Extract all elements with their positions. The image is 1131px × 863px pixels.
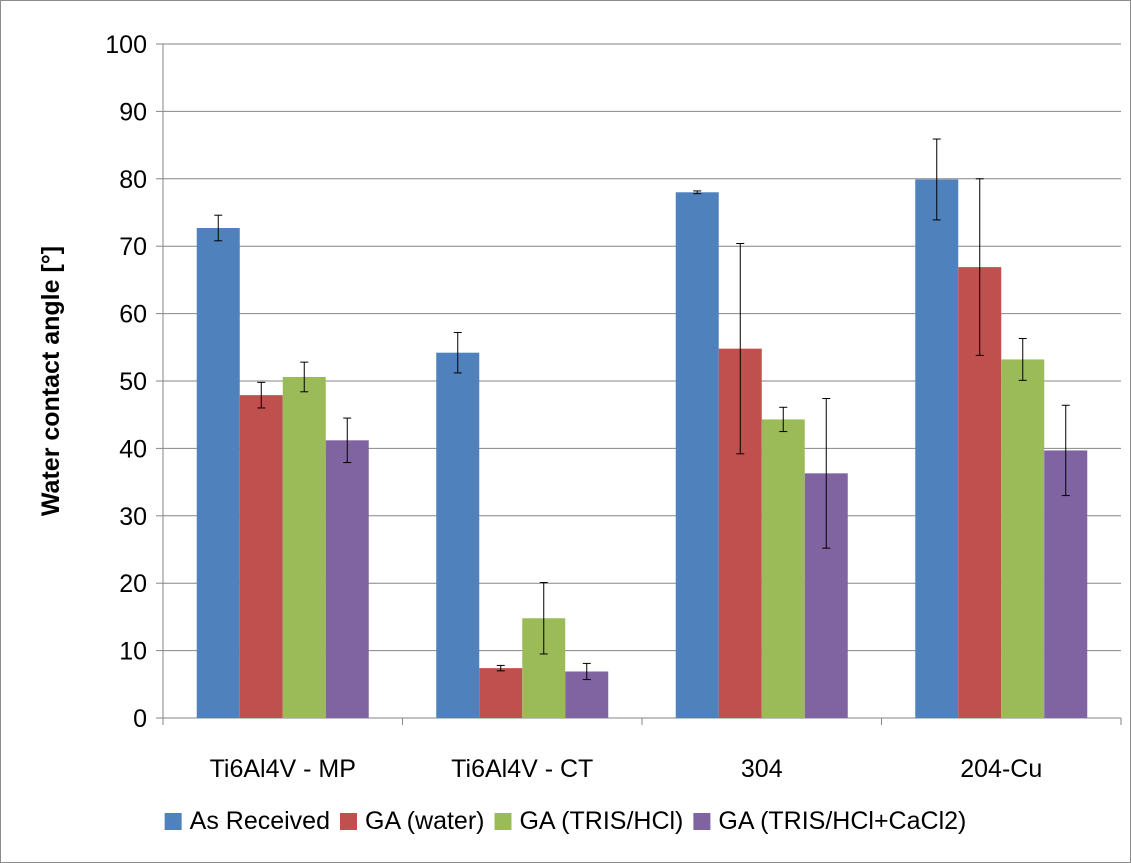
tick-labels: 0 10 20 30 40 50 60 70 80 90 100 Ti6Al4V - MP Ti6Al4…	[105, 31, 1042, 783]
y-axis-title: Water contact angle [°]	[37, 246, 65, 516]
y-tick-label: 80	[119, 166, 147, 194]
y-tick-label: 10	[119, 638, 147, 666]
y-tick-label: 30	[119, 503, 147, 531]
bars	[196, 179, 1088, 718]
y-tick-label: 20	[119, 570, 147, 598]
legend-swatch	[164, 813, 182, 830]
x-tick-label: 304	[741, 755, 783, 783]
legend-label: GA (TRIS/HCl+CaCl2)	[718, 807, 966, 835]
legend-item: GA (TRIS/HCl)	[494, 807, 683, 835]
y-tick-label: 70	[119, 233, 147, 261]
bar	[915, 179, 959, 718]
bar	[761, 419, 805, 718]
bar	[325, 440, 369, 718]
x-tick-label: Ti6Al4V - CT	[451, 755, 593, 783]
legend-swatch	[693, 813, 711, 830]
y-tick-label: 100	[105, 31, 147, 59]
bar	[479, 668, 523, 718]
legend-swatch	[340, 813, 357, 830]
bar	[196, 228, 240, 718]
legend-label: GA (TRIS/HCl)	[519, 807, 683, 835]
bar	[675, 192, 719, 718]
error-bars	[214, 138, 1070, 681]
y-tick-label: 60	[119, 301, 147, 329]
y-tick-label: 50	[119, 368, 147, 396]
bar	[436, 352, 480, 718]
y-tick-label: 40	[119, 435, 147, 463]
legend-swatch	[494, 813, 512, 830]
legend-label: As Received	[190, 807, 330, 835]
legend-item: GA (water)	[340, 807, 484, 835]
y-tick-label: 0	[133, 705, 147, 733]
bar	[282, 376, 326, 718]
legend-label: GA (water)	[365, 807, 484, 835]
x-tick-label: Ti6Al4V - MP	[210, 755, 356, 783]
legend: As Received GA (water) GA (TRIS/HCl) GA (TR…	[164, 807, 966, 835]
bar	[239, 395, 283, 718]
bar	[1001, 359, 1045, 718]
legend-item: GA (TRIS/HCl+CaCl2)	[693, 807, 966, 835]
y-tick-label: 90	[119, 98, 147, 126]
legend-item: As Received	[164, 807, 330, 835]
x-tick-label: 204-Cu	[960, 755, 1042, 783]
